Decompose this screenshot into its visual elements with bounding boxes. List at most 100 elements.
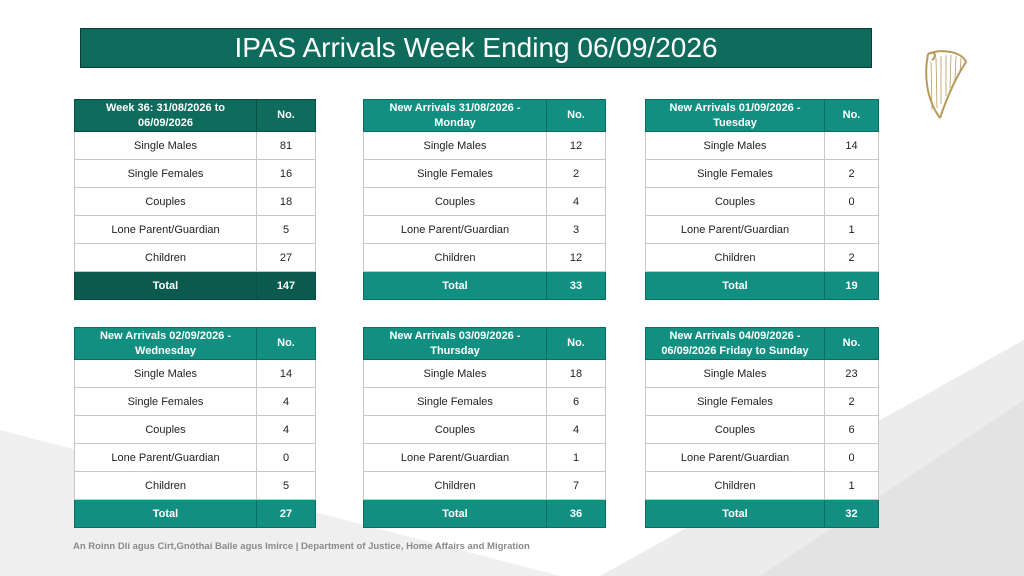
row-value: 12 — [546, 243, 606, 272]
tuesday-arrivals-table: New Arrivals 01/09/2026 - Tuesday No. Si… — [645, 99, 879, 300]
table-row: Lone Parent/Guardian 3 — [363, 215, 606, 244]
total-label: Total — [74, 499, 257, 528]
table-row: Single Females 4 — [74, 387, 316, 416]
row-value: 4 — [256, 387, 316, 416]
table-row: Children 2 — [645, 243, 879, 272]
row-label: Single Females — [645, 159, 825, 188]
row-label: Couples — [645, 187, 825, 216]
total-label: Total — [363, 499, 547, 528]
thursday-arrivals-table: New Arrivals 03/09/2026 - Thursday No. S… — [363, 327, 606, 528]
week-summary-table: Week 36: 31/08/2026 to 06/09/2026 No. Si… — [74, 99, 316, 300]
row-label: Single Females — [74, 159, 257, 188]
total-row: Total 32 — [645, 499, 879, 528]
table-row: Lone Parent/Guardian 0 — [74, 443, 316, 472]
total-row: Total 27 — [74, 499, 316, 528]
row-label: Couples — [74, 415, 257, 444]
table-row: Children 5 — [74, 471, 316, 500]
no-column-header: No. — [824, 99, 879, 132]
row-label: Single Males — [645, 131, 825, 160]
weekend-arrivals-table: New Arrivals 04/09/2026 - 06/09/2026 Fri… — [645, 327, 879, 528]
table-row: Couples 4 — [363, 187, 606, 216]
row-label: Single Males — [74, 131, 257, 160]
row-value: 14 — [256, 359, 316, 388]
row-value: 14 — [824, 131, 879, 160]
table-row: Single Females 16 — [74, 159, 316, 188]
total-row: Total 36 — [363, 499, 606, 528]
table-row: Lone Parent/Guardian 0 — [645, 443, 879, 472]
total-value: 32 — [824, 499, 879, 528]
row-label: Single Females — [363, 159, 547, 188]
total-value: 19 — [824, 271, 879, 300]
total-row: Total 33 — [363, 271, 606, 300]
row-value: 16 — [256, 159, 316, 188]
page-title: IPAS Arrivals Week Ending 06/09/2026 — [80, 28, 872, 68]
table-row: Single Females 6 — [363, 387, 606, 416]
row-value: 2 — [824, 243, 879, 272]
total-value: 36 — [546, 499, 606, 528]
total-value: 33 — [546, 271, 606, 300]
row-value: 4 — [546, 187, 606, 216]
row-label: Children — [74, 243, 257, 272]
no-column-header: No. — [824, 327, 879, 360]
row-label: Children — [363, 471, 547, 500]
no-column-header: No. — [546, 99, 606, 132]
row-label: Lone Parent/Guardian — [363, 215, 547, 244]
no-column-header: No. — [546, 327, 606, 360]
table-row: Single Males 18 — [363, 359, 606, 388]
row-value: 18 — [256, 187, 316, 216]
table-row: Single Females 2 — [645, 159, 879, 188]
row-value: 7 — [546, 471, 606, 500]
row-label: Lone Parent/Guardian — [74, 215, 257, 244]
row-value: 4 — [256, 415, 316, 444]
table-row: Lone Parent/Guardian 5 — [74, 215, 316, 244]
table-row: Single Males 23 — [645, 359, 879, 388]
row-label: Children — [363, 243, 547, 272]
harp-icon — [925, 50, 968, 119]
table-row: Couples 18 — [74, 187, 316, 216]
row-value: 2 — [824, 159, 879, 188]
row-label: Lone Parent/Guardian — [363, 443, 547, 472]
row-value: 27 — [256, 243, 316, 272]
row-value: 2 — [546, 159, 606, 188]
row-value: 12 — [546, 131, 606, 160]
table-row: Single Males 12 — [363, 131, 606, 160]
table-row: Couples 4 — [363, 415, 606, 444]
table-row: Children 7 — [363, 471, 606, 500]
row-value: 23 — [824, 359, 879, 388]
row-value: 81 — [256, 131, 316, 160]
total-row: Total 147 — [74, 271, 316, 300]
table-row: Lone Parent/Guardian 1 — [645, 215, 879, 244]
no-column-header: No. — [256, 327, 316, 360]
monday-arrivals-table: New Arrivals 31/08/2026 - Monday No. Sin… — [363, 99, 606, 300]
row-label: Couples — [363, 415, 547, 444]
row-label: Lone Parent/Guardian — [645, 215, 825, 244]
total-row: Total 19 — [645, 271, 879, 300]
table-row: Children 1 — [645, 471, 879, 500]
row-label: Children — [74, 471, 257, 500]
row-label: Single Males — [363, 359, 547, 388]
table-row: Single Females 2 — [645, 387, 879, 416]
table-row: Couples 6 — [645, 415, 879, 444]
row-value: 0 — [824, 443, 879, 472]
row-value: 6 — [546, 387, 606, 416]
total-label: Total — [363, 271, 547, 300]
footer-text: An Roinn Dlí agus Cirt,Gnóthaí Baile agu… — [73, 541, 530, 552]
no-column-header: No. — [256, 99, 316, 132]
table-row: Single Males 14 — [645, 131, 879, 160]
row-label: Single Males — [645, 359, 825, 388]
table-row: Lone Parent/Guardian 1 — [363, 443, 606, 472]
table-row: Single Males 14 — [74, 359, 316, 388]
table-header: Week 36: 31/08/2026 to 06/09/2026 — [74, 99, 257, 132]
total-label: Total — [645, 271, 825, 300]
row-value: 6 — [824, 415, 879, 444]
table-header: New Arrivals 03/09/2026 - Thursday — [363, 327, 547, 360]
table-row: Single Females 2 — [363, 159, 606, 188]
row-label: Couples — [74, 187, 257, 216]
row-label: Lone Parent/Guardian — [74, 443, 257, 472]
row-label: Couples — [645, 415, 825, 444]
table-row: Children 27 — [74, 243, 316, 272]
total-value: 147 — [256, 271, 316, 300]
row-value: 1 — [824, 471, 879, 500]
table-row: Single Males 81 — [74, 131, 316, 160]
table-row: Couples 0 — [645, 187, 879, 216]
